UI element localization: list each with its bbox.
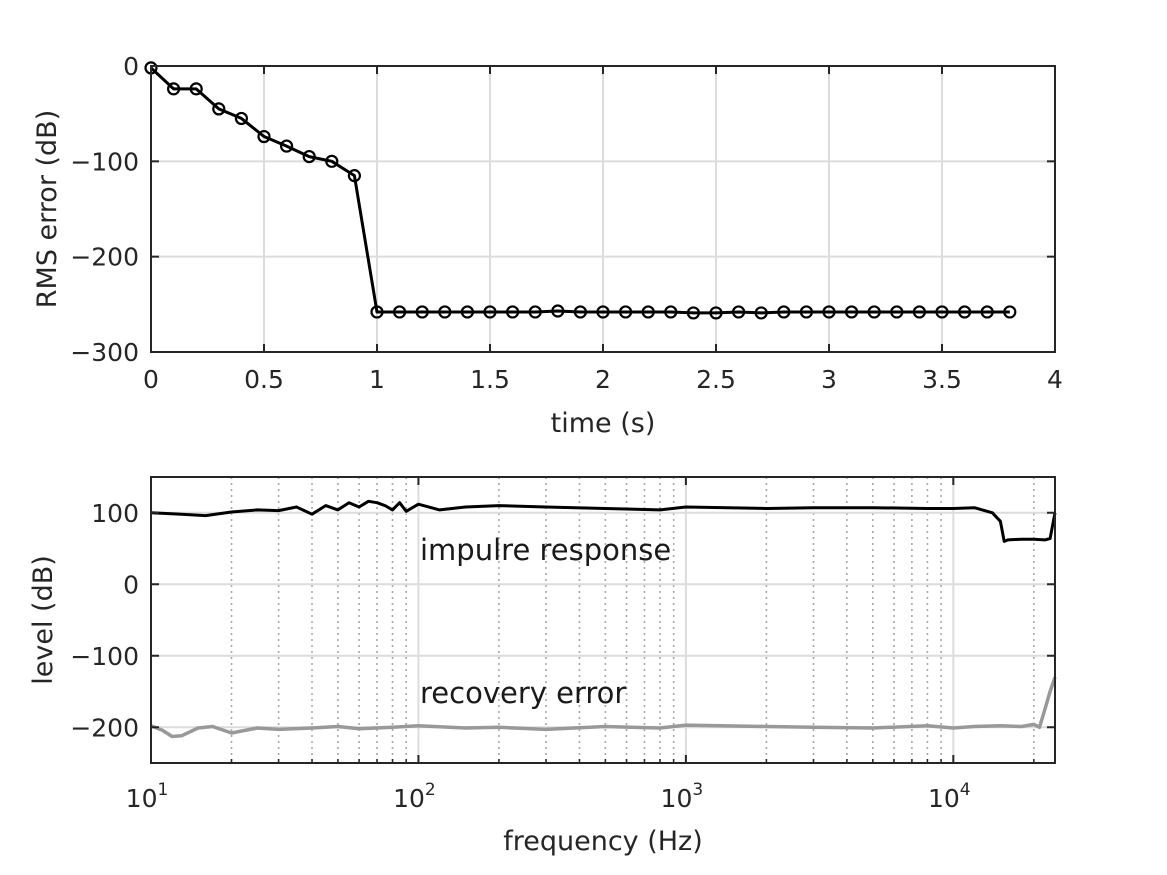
rms-error-marker [709, 306, 723, 320]
rms-error-marker [596, 305, 610, 319]
top-x-tick-label: 3 [821, 365, 837, 394]
top-x-tick-labels: 0 0.5 1 1.5 2 2.5 3 3.5 4 [143, 365, 1063, 394]
annotation-recovery-error: recovery error [420, 676, 626, 710]
rms-error-marker [370, 305, 384, 319]
rms-error-marker [686, 306, 701, 320]
top-y-tick-labels: 0 −100 −200 −300 [70, 52, 139, 367]
rms-error-marker [280, 139, 294, 153]
impulse-response-line [150, 499, 1057, 543]
rms-error-marker [867, 305, 881, 319]
rms-error-marker [912, 305, 927, 319]
top-ticks [150, 65, 1056, 353]
bottom-plot-frame [150, 476, 1056, 764]
bottom-y-axis-label: level (dB) [28, 555, 59, 685]
rms-error-marker [799, 305, 814, 319]
bottom-y-tick-label: 100 [91, 499, 139, 528]
rms-error-marker [438, 305, 452, 319]
rms-error-marker [302, 149, 316, 164]
bottom-x-axis-label: frequency (Hz) [503, 826, 703, 857]
top-x-tick-label: 2.5 [696, 365, 736, 394]
top-x-tick-label: 1 [369, 365, 385, 394]
rms-error-marker [551, 304, 565, 318]
top-y-tick-label: −100 [70, 147, 139, 176]
rms-error-marker [731, 305, 746, 319]
top-y-tick-label: −300 [70, 338, 139, 367]
top-x-tick-label: 4 [1047, 365, 1063, 394]
rms-error-marker [234, 111, 248, 126]
top-y-tick-label: −200 [70, 243, 139, 272]
bottom-x-tick-label: 101 [126, 780, 169, 813]
rms-error-marker [641, 305, 655, 319]
rms-error-marker [957, 305, 972, 319]
rms-error-marker [528, 305, 542, 319]
rms-error-marker [212, 102, 226, 116]
rms-error-marker [935, 305, 949, 319]
rms-error-marker [483, 305, 497, 319]
rms-error-marker [618, 305, 633, 319]
rms-error-marker [505, 305, 520, 319]
bottom-series [150, 499, 1057, 739]
bottom-x-tick-label: 103 [661, 780, 704, 813]
bottom-x-tick-labels: 101 102 103 104 [126, 780, 971, 813]
rms-error-marker [664, 305, 678, 319]
top-y-tick-label: 0 [123, 52, 139, 81]
rms-error-marker [890, 305, 904, 319]
rms-error-marker [844, 305, 859, 319]
top-x-tick-label: 3.5 [922, 365, 962, 394]
rms-error-marker [325, 154, 339, 168]
rms-error-line [149, 66, 1010, 315]
rms-error-marker [415, 305, 429, 319]
bottom-plot-background [151, 477, 1055, 763]
bottom-y-tick-label: 0 [123, 570, 139, 599]
top-x-tick-label: 1.5 [470, 365, 510, 394]
top-x-tick-label: 0.5 [244, 365, 284, 394]
bottom-y-tick-labels: 100 0 −100 −200 [70, 499, 139, 743]
recovery-error-line [150, 676, 1057, 739]
top-x-tick-label: 2 [595, 365, 611, 394]
rms-error-marker [573, 305, 588, 319]
bottom-y-tick-label: −100 [70, 642, 139, 671]
bottom-x-tick-label: 102 [393, 780, 436, 813]
rms-error-marker [393, 305, 407, 319]
bottom-x-tick-label: 104 [928, 780, 971, 813]
bottom-ticks [150, 477, 1055, 763]
top-x-tick-label: 0 [143, 365, 159, 394]
rms-error-marker [777, 305, 791, 319]
annotation-impulse-response: impulre response [420, 533, 671, 567]
rms-error-marker [347, 169, 361, 183]
top-series [144, 61, 1017, 320]
rms-error-marker [257, 129, 271, 144]
top-x-axis-label: time (s) [551, 408, 656, 439]
rms-error-marker [822, 305, 836, 319]
bottom-y-tick-label: −200 [70, 713, 139, 742]
rms-error-marker [167, 82, 181, 96]
rms-error-marker [460, 305, 474, 319]
top-chart: 0 0.5 1 1.5 2 2.5 3 3.5 4 0 −100 −200 −300 time (s)… [32, 52, 1063, 439]
rms-error-marker [189, 82, 203, 96]
top-y-axis-label: RMS error (dB) [32, 110, 63, 308]
rms-error-marker [1003, 305, 1017, 319]
bottom-chart: 101 102 103 104 100 0 −100 −200 impulre respon… [28, 476, 1057, 857]
rms-error-marker [754, 306, 768, 320]
rms-error-marker [980, 305, 994, 319]
